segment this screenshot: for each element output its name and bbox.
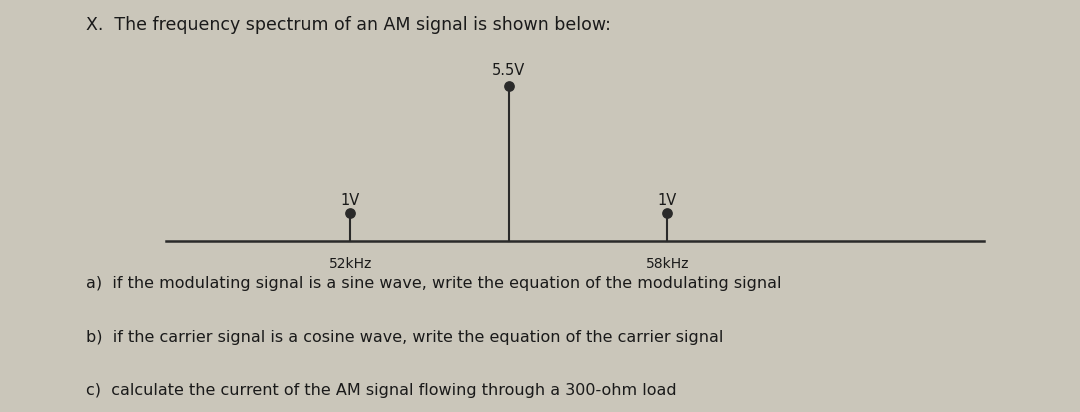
- Text: 58kHz: 58kHz: [646, 257, 689, 271]
- Text: b)  if the carrier signal is a cosine wave, write the equation of the carrier si: b) if the carrier signal is a cosine wav…: [86, 330, 724, 344]
- Text: 1V: 1V: [658, 193, 677, 208]
- Text: 52kHz: 52kHz: [328, 257, 373, 271]
- Text: c)  calculate the current of the AM signal flowing through a 300-ohm load: c) calculate the current of the AM signa…: [86, 383, 677, 398]
- Text: 1V: 1V: [341, 193, 360, 208]
- Text: X.  The frequency spectrum of an AM signal is shown below:: X. The frequency spectrum of an AM signa…: [86, 16, 611, 35]
- Point: [500, 83, 517, 89]
- Text: a)  if the modulating signal is a sine wave, write the equation of the modulatin: a) if the modulating signal is a sine wa…: [86, 276, 782, 291]
- Point: [341, 210, 359, 216]
- Text: 5.5V: 5.5V: [492, 63, 526, 77]
- Point: [659, 210, 676, 216]
